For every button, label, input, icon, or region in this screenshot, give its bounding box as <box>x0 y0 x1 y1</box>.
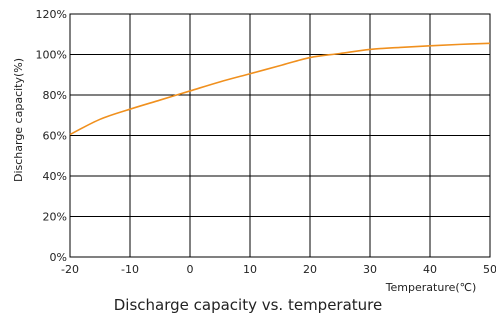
x-tick-label: 20 <box>303 263 317 276</box>
x-tick-label: 40 <box>423 263 437 276</box>
x-tick-label: 10 <box>243 263 257 276</box>
chart-grid <box>69 13 491 258</box>
discharge-capacity-line <box>69 42 491 136</box>
y-tick-label: 0% <box>50 251 67 264</box>
x-tick-label: 0 <box>187 263 194 276</box>
x-tick-labels: -20 -10 0 10 20 30 40 50 <box>61 263 496 276</box>
y-tick-label: 100% <box>36 49 67 62</box>
y-tick-label: 80% <box>43 89 67 102</box>
x-tick-label: -20 <box>61 263 79 276</box>
x-tick-label: -10 <box>121 263 139 276</box>
plot-frame <box>69 13 491 258</box>
y-tick-label: 40% <box>43 170 67 183</box>
series-group <box>69 42 491 136</box>
x-tick-label: 30 <box>363 263 377 276</box>
y-tick-label: 120% <box>36 8 67 21</box>
y-tick-label: 60% <box>43 130 67 143</box>
x-tick-label: 50 <box>483 263 496 276</box>
chart-title: Discharge capacity vs. temperature <box>113 296 383 314</box>
y-tick-label: 20% <box>43 211 67 224</box>
y-tick-labels: 0% 20% 40% 60% 80% 100% 120% <box>36 8 67 264</box>
x-axis-label: Temperature(℃) <box>385 281 477 294</box>
y-axis-label: Discharge capacity(%) <box>12 58 25 182</box>
